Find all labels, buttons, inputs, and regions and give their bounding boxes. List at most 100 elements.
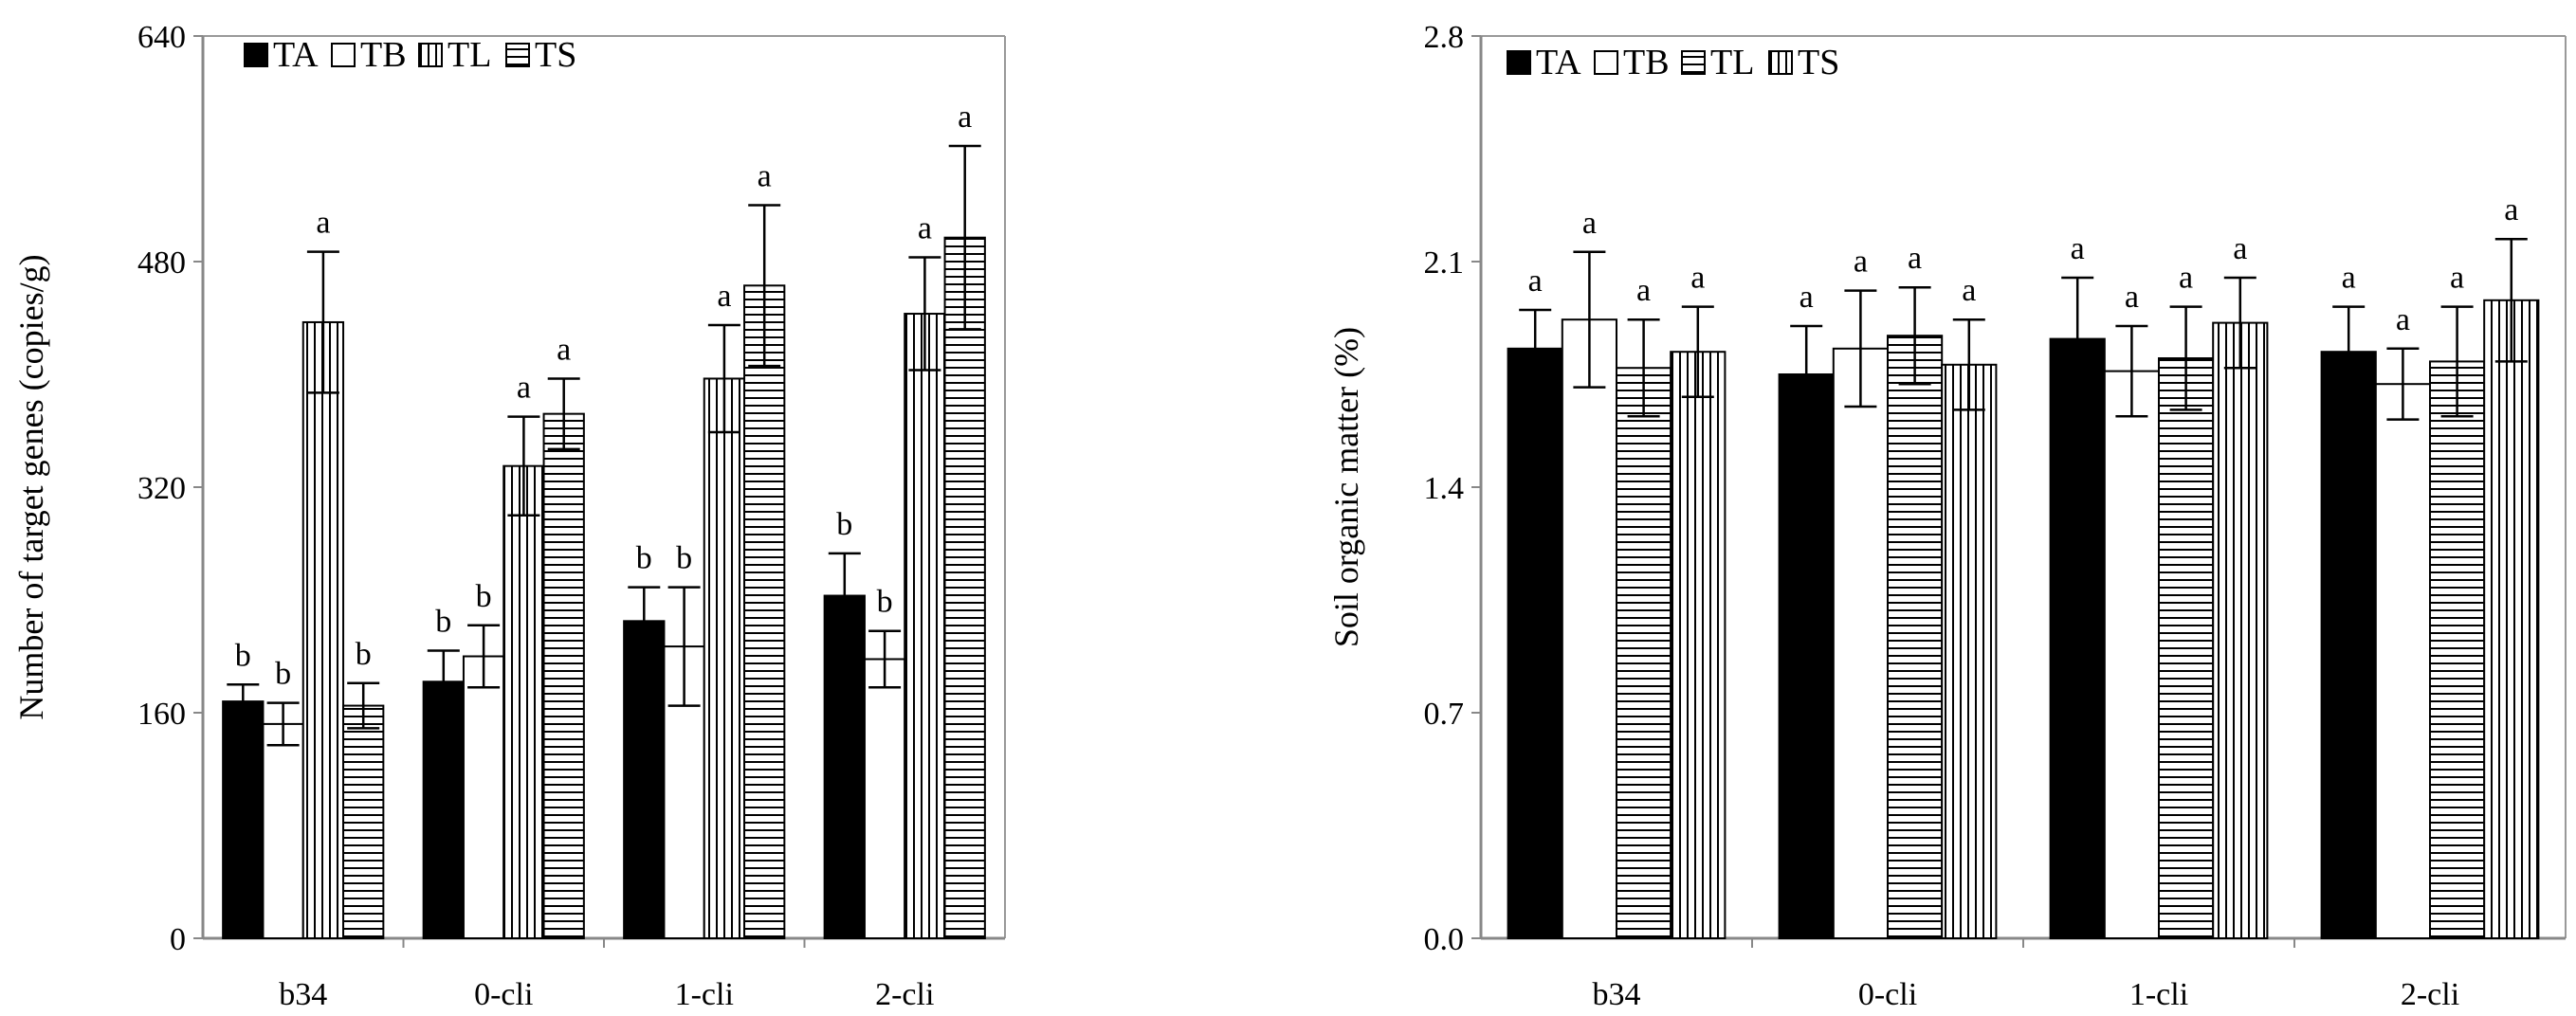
organic-matter-chart: 0.0 0.7 1.4 2.1 2.8 Soil organic matter (%) b3…: [1327, 20, 2567, 1012]
right-significance-letter: a: [1854, 245, 1868, 280]
left-significance-letter: a: [557, 332, 571, 367]
right-bar-ts-2-cli: [2483, 299, 2540, 939]
right-legend-label-tb: TB: [1623, 43, 1670, 82]
left-significance-letter: a: [958, 100, 972, 135]
gene-count-chart: 0 160 320 480 640 Number of target genes (cop…: [12, 20, 1006, 1012]
left-significance-letter: a: [918, 211, 932, 246]
right-legend-label-tl: TL: [1710, 43, 1754, 82]
left-legend-label-ts: TS: [535, 35, 576, 75]
left-bar-ts-0-cli: [542, 412, 585, 939]
left-significance-letter: b: [636, 541, 652, 576]
right-bar-tl-1-cli: [2158, 357, 2215, 939]
left-bar-ta-0-cli: [422, 680, 465, 940]
left-category-label-2-cli: 2-cli: [875, 977, 934, 1012]
left-significance-letter: b: [877, 585, 893, 620]
right-legend-label-ta: TA: [1536, 43, 1581, 82]
right-y-tick-label: 0.7: [1424, 697, 1465, 732]
left-legend-swatch-ts: [505, 43, 530, 67]
left-bar-tl-b34: [301, 320, 345, 939]
right-significance-letter: a: [2504, 192, 2518, 227]
right-significance-letter: a: [2450, 261, 2464, 296]
right-bar-ts-1-cli: [2212, 321, 2269, 940]
left-bar-ta-1-cli: [623, 620, 666, 939]
left-bar-ts-2-cli: [943, 236, 986, 939]
right-significance-letter: a: [1800, 280, 1814, 315]
left-bar-ta-b34: [222, 700, 265, 939]
right-significance-letter: a: [1582, 206, 1597, 241]
right-bar-ta-1-cli: [2049, 337, 2106, 940]
right-significance-letter: a: [2071, 231, 2085, 266]
right-y-axis-title: Soil organic matter (%): [1327, 327, 1365, 647]
left-legend-swatch-tb: [331, 43, 356, 67]
right-significance-letter: a: [1528, 263, 1543, 299]
right-legend-swatch-tb: [1594, 50, 1618, 75]
left-significance-letter: b: [676, 541, 692, 576]
right-significance-letter: a: [1690, 261, 1705, 296]
right-bar-ta-b34: [1507, 347, 1563, 939]
right-bar-ta-0-cli: [1778, 373, 1835, 939]
right-bar-ta-2-cli: [2320, 351, 2377, 939]
left-category-label-b34: b34: [279, 977, 327, 1012]
right-bar-tb-b34: [1561, 318, 1618, 939]
left-legend-label-tl: TL: [448, 35, 491, 75]
right-bar-tl-0-cli: [1887, 335, 1944, 939]
left-bar-tl-2-cli: [904, 313, 946, 940]
right-category-label-1-cli: 1-cli: [2129, 977, 2188, 1012]
left-legend: TA TB TL TS: [244, 35, 576, 75]
left-legend-label-tb: TB: [360, 35, 407, 75]
right-significance-letter: a: [1962, 273, 1976, 308]
right-significance-letter: a: [2125, 280, 2139, 315]
right-y-tick-label: 0.0: [1424, 922, 1465, 957]
left-bar-tl-1-cli: [703, 377, 746, 939]
left-significance-letter: a: [758, 159, 772, 194]
left-y-tick-label: 480: [137, 245, 186, 281]
right-legend-label-ts: TS: [1798, 43, 1839, 82]
left-significance-letter: b: [235, 638, 251, 673]
right-legend: TA TB TL TS: [1507, 43, 1839, 82]
right-bar-tb-2-cli: [2374, 383, 2432, 939]
left-bar-tb-b34: [262, 722, 304, 940]
left-bar-tb-2-cli: [863, 658, 906, 939]
right-bar-tl-2-cli: [2429, 360, 2486, 939]
left-y-tick-label: 160: [137, 697, 186, 732]
right-legend-swatch-ts: [1768, 50, 1793, 75]
right-category-label-2-cli: 2-cli: [2401, 977, 2459, 1012]
left-significance-letter: a: [517, 371, 531, 406]
left-significance-letter: b: [435, 605, 451, 640]
left-legend-label-ta: TA: [273, 35, 319, 75]
right-significance-letter: a: [2179, 261, 2193, 296]
left-y-tick-label: 640: [137, 20, 186, 55]
left-y-tick-label: 0: [170, 922, 186, 957]
right-legend-swatch-tl: [1681, 50, 1706, 75]
left-y-axis-title: Number of target genes (copies/g): [12, 254, 50, 719]
right-significance-letter: a: [1636, 273, 1651, 308]
left-significance-letter: b: [275, 657, 291, 692]
left-significance-letter: a: [316, 206, 330, 241]
left-legend-swatch-tl: [418, 43, 443, 67]
right-y-tick-label: 2.1: [1424, 245, 1465, 281]
left-legend-swatch-ta: [244, 43, 268, 67]
right-category-label-b34: b34: [1593, 977, 1641, 1012]
right-significance-letter: a: [2342, 261, 2356, 296]
right-significance-letter: a: [2396, 302, 2410, 337]
left-significance-letter: b: [476, 579, 492, 614]
left-category-label-1-cli: 1-cli: [675, 977, 734, 1012]
left-y-tick-label: 320: [137, 471, 186, 506]
right-significance-letter: a: [1908, 241, 1922, 276]
left-significance-letter: a: [717, 279, 731, 314]
left-bar-ts-1-cli: [743, 284, 786, 940]
left-significance-letter: b: [356, 637, 372, 672]
right-bar-tb-1-cli: [2103, 370, 2161, 940]
right-category-label-0-cli: 0-cli: [1858, 977, 1917, 1012]
left-bar-ts-b34: [342, 704, 385, 939]
right-bar-ts-b34: [1670, 351, 1726, 939]
left-bar-ta-2-cli: [823, 594, 866, 939]
right-y-tick-label: 2.8: [1424, 20, 1465, 55]
right-bar-tb-0-cli: [1832, 347, 1890, 939]
left-significance-letter: b: [836, 507, 852, 542]
right-bar-tl-b34: [1616, 367, 1672, 939]
left-bar-tb-0-cli: [462, 655, 505, 939]
left-bar-tl-0-cli: [502, 464, 545, 939]
right-y-tick-label: 1.4: [1424, 471, 1465, 506]
